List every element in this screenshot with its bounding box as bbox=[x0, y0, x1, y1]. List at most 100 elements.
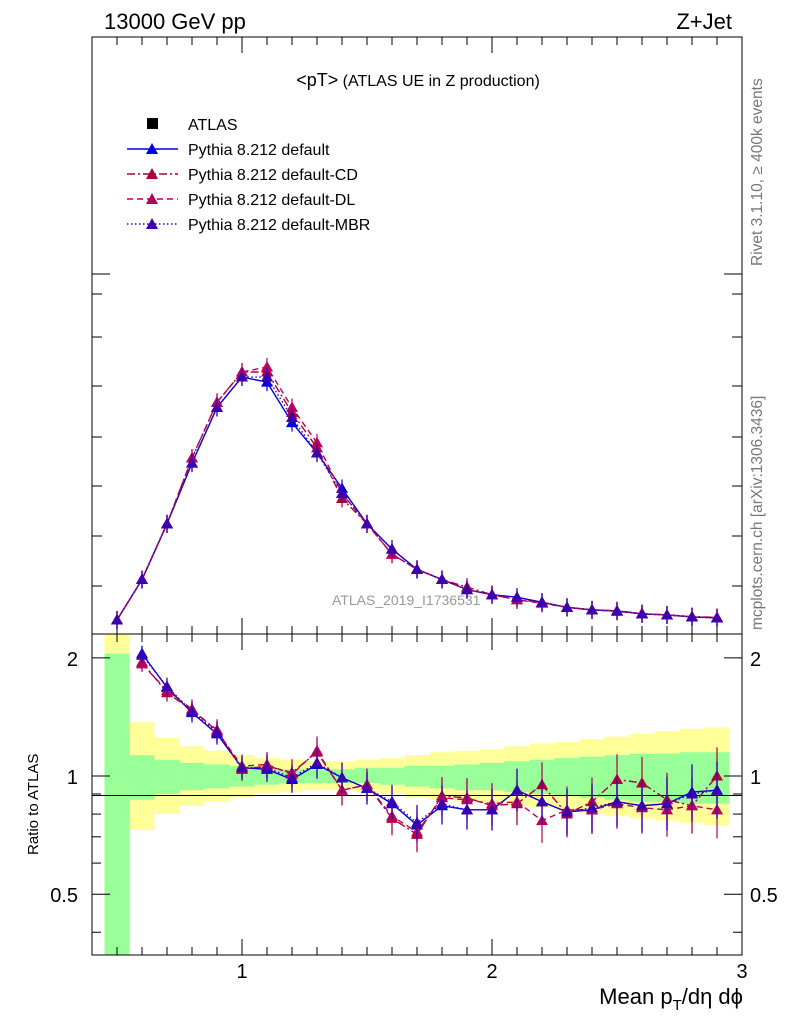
ratio-y-tick-label: 0.5 bbox=[50, 885, 78, 907]
stat-band-bin bbox=[154, 759, 180, 794]
ratio-y-tick-label-right: 1 bbox=[750, 767, 761, 789]
main-point bbox=[636, 607, 648, 619]
stat-band-bin bbox=[204, 764, 230, 789]
ratio-point bbox=[561, 805, 573, 817]
ratio-point bbox=[461, 803, 473, 815]
ratio-y-tick-label-right: 0.5 bbox=[750, 885, 778, 907]
legend-marker-square bbox=[147, 118, 158, 129]
main-point bbox=[186, 457, 198, 468]
legend-entry-label: Pythia 8.212 default-DL bbox=[188, 192, 355, 209]
plot-title-main: <pT> bbox=[296, 70, 338, 90]
legend-marker-triangle bbox=[146, 218, 158, 229]
main-point bbox=[286, 401, 298, 412]
ratio-point bbox=[536, 795, 548, 807]
legend-marker-triangle bbox=[146, 193, 158, 204]
ratio-axis-ticks: 0.5 0.5 1 1 2 2 1 2 3 bbox=[50, 634, 778, 983]
main-point bbox=[561, 601, 573, 612]
main-point bbox=[261, 360, 273, 372]
stat-band-bin bbox=[404, 766, 430, 787]
x-axis-label: Mean pT/dη dϕ bbox=[599, 984, 743, 1014]
source-label: mcplots.cern.ch [arXiv:1306.3436] bbox=[749, 396, 766, 630]
main-point bbox=[461, 583, 473, 595]
plot-title-sub: (ATLAS UE in Z production) bbox=[338, 73, 540, 90]
main-point bbox=[311, 446, 323, 458]
main-point bbox=[161, 517, 173, 529]
main-point bbox=[361, 517, 373, 529]
ratio-point bbox=[311, 756, 323, 768]
watermark-label: ATLAS_2019_I1736531 bbox=[332, 592, 481, 608]
process-label: Z+Jet bbox=[676, 9, 732, 34]
ratio-point bbox=[486, 803, 498, 815]
main-point bbox=[686, 610, 698, 622]
x-tick-label: 2 bbox=[486, 961, 497, 983]
legend-entry-label: Pythia 8.212 default-CD bbox=[188, 167, 358, 184]
main-point bbox=[536, 596, 548, 607]
main-series-group bbox=[111, 357, 723, 629]
main-point bbox=[511, 591, 523, 602]
ratio-point bbox=[286, 771, 298, 783]
main-plot-panel: <pT> (ATLAS UE in Z production) ATLAS_20… bbox=[91, 36, 743, 635]
main-point bbox=[211, 401, 223, 412]
ratio-point bbox=[636, 799, 648, 811]
ratio-point bbox=[611, 795, 623, 807]
ratio-y-tick-label: 2 bbox=[67, 649, 78, 671]
main-point bbox=[286, 411, 298, 423]
main-point bbox=[586, 603, 598, 615]
legend-entry-label: Pythia 8.212 default-MBR bbox=[188, 217, 370, 234]
legend-marker-triangle bbox=[146, 143, 158, 154]
legend-marker-triangle bbox=[146, 168, 158, 179]
main-axis-ticks bbox=[92, 37, 743, 634]
ratio-point bbox=[336, 771, 348, 783]
main-point bbox=[236, 371, 248, 382]
stat-band-bin bbox=[179, 762, 205, 791]
ratio-point bbox=[661, 797, 673, 809]
main-point bbox=[711, 611, 723, 623]
ratio-point bbox=[411, 816, 423, 828]
ratio-point bbox=[211, 726, 223, 738]
stat-band-bin bbox=[379, 767, 405, 785]
x-tick-label: 1 bbox=[236, 961, 247, 983]
legend: ATLAS Pythia 8.212 default Pythia 8.212 de… bbox=[127, 117, 370, 234]
main-point bbox=[336, 487, 348, 498]
x-axis-label-main: Mean p bbox=[599, 984, 672, 1009]
main-point bbox=[136, 573, 148, 585]
ratio-y-tick-label-right: 2 bbox=[750, 649, 761, 671]
legend-entry-label: ATLAS bbox=[188, 117, 238, 134]
ratio-uncertainty-bands bbox=[104, 634, 730, 955]
energy-label: 13000 GeV pp bbox=[104, 9, 246, 34]
ratio-point bbox=[236, 761, 248, 773]
main-point bbox=[611, 604, 623, 616]
ratio-point bbox=[686, 787, 698, 799]
legend-entry-label: Pythia 8.212 default bbox=[188, 142, 330, 159]
ratio-point bbox=[186, 705, 198, 716]
x-axis-label-rest: /dη dϕ bbox=[682, 984, 743, 1009]
ratio-point bbox=[136, 649, 148, 660]
rivet-label: Rivet 3.1.10, ≥ 400k events bbox=[749, 78, 766, 266]
x-axis-label-sub: T bbox=[673, 997, 682, 1014]
ratio-plot-panel: 0.5 0.5 1 1 2 2 1 2 3 Ratio to ATLAS bbox=[25, 633, 778, 983]
stat-band-bin bbox=[129, 755, 155, 800]
ratio-line-3 bbox=[141, 654, 718, 824]
ratio-point bbox=[161, 680, 173, 692]
main-point bbox=[486, 588, 498, 600]
ratio-point bbox=[586, 801, 598, 813]
ratio-point bbox=[386, 795, 398, 807]
ratio-point bbox=[511, 784, 523, 795]
main-point bbox=[411, 563, 423, 574]
main-point bbox=[311, 436, 323, 448]
main-point bbox=[111, 614, 123, 625]
main-point bbox=[386, 543, 398, 554]
ratio-ylabel: Ratio to ATLAS bbox=[25, 754, 42, 855]
ratio-series-group bbox=[136, 645, 723, 853]
main-point bbox=[661, 608, 673, 620]
plot-title: <pT> (ATLAS UE in Z production) bbox=[296, 70, 540, 90]
ratio-point bbox=[711, 784, 723, 795]
x-tick-label: 3 bbox=[736, 961, 747, 983]
main-plot-frame bbox=[91, 36, 743, 635]
ratio-point bbox=[436, 797, 448, 809]
stat-band-bin bbox=[104, 653, 130, 955]
main-point bbox=[261, 371, 273, 382]
main-point bbox=[436, 573, 448, 585]
ratio-point bbox=[261, 761, 273, 773]
